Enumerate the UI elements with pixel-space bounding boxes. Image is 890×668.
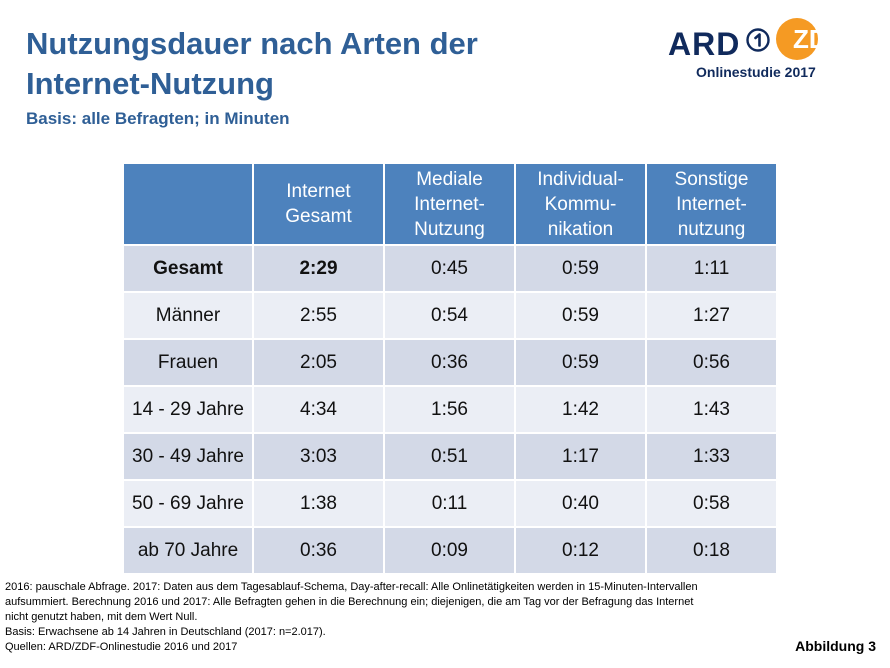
table-cell: 2:55 — [252, 291, 385, 340]
table-cell: 0:56 — [645, 338, 778, 387]
table-cell: 1:11 — [645, 244, 778, 293]
table-row: 50 - 69 Jahre 1:38 0:11 0:40 0:58 — [122, 479, 778, 528]
header-internet-gesamt: Internet Gesamt — [252, 162, 385, 246]
table-cell: 0:36 — [252, 526, 385, 575]
table-cell: 0:36 — [383, 338, 516, 387]
table-cell: 1:38 — [252, 479, 385, 528]
header-line: nikation — [547, 218, 614, 240]
table-cell: 0:51 — [383, 432, 516, 481]
ard-zdf-logo: ARD ZDF Onlinestudie 2017 — [664, 16, 864, 86]
table-cell: 1:33 — [645, 432, 778, 481]
page-subtitle: Basis: alle Befragten; in Minuten — [26, 109, 290, 128]
footnote-line: aufsummiert. Berechnung 2016 und 2017: A… — [5, 596, 694, 608]
header-individualkommunikation: Individual- Kommu- nikation — [514, 162, 647, 246]
row-label: Frauen — [122, 338, 254, 387]
footnote: 2016: pauschale Abfrage. 2017: Daten aus… — [5, 580, 795, 655]
header-line: Internet- — [676, 193, 747, 215]
table-row: ab 70 Jahre 0:36 0:09 0:12 0:18 — [122, 526, 778, 575]
footnote-line: nicht genutzt haben, mit dem Wert Null. — [5, 611, 198, 623]
header-mediale-nutzung: Mediale Internet- Nutzung — [383, 162, 516, 246]
ard-logo-text: ARD — [668, 26, 741, 62]
table-cell: 3:03 — [252, 432, 385, 481]
header-line: Individual- — [537, 168, 624, 190]
table-cell: 0:18 — [645, 526, 778, 575]
zdf-logo-text: ZDF — [793, 24, 844, 54]
footnote-line: Basis: Erwachsene ab 14 Jahren in Deutsc… — [5, 626, 326, 638]
table-cell: 1:27 — [645, 291, 778, 340]
table-row: 30 - 49 Jahre 3:03 0:51 1:17 1:33 — [122, 432, 778, 481]
table-cell: 2:29 — [252, 244, 385, 293]
title-line-2: Internet-Nutzung — [26, 66, 274, 101]
header-line: Sonstige — [674, 168, 749, 190]
table-cell: 0:59 — [514, 338, 647, 387]
row-label: ab 70 Jahre — [122, 526, 254, 575]
title-line-1: Nutzungsdauer nach Arten der — [26, 26, 478, 61]
footnote-line: 2016: pauschale Abfrage. 2017: Daten aus… — [5, 581, 698, 593]
figure-label: Abbildung 3 — [795, 638, 876, 654]
table-cell: 1:43 — [645, 385, 778, 434]
header-line: nutzung — [677, 218, 746, 240]
table-cell: 0:54 — [383, 291, 516, 340]
row-label: 14 - 29 Jahre — [122, 385, 254, 434]
table-cell: 4:34 — [252, 385, 385, 434]
table-row: Gesamt 2:29 0:45 0:59 1:11 — [122, 244, 778, 293]
header-line: Kommu- — [544, 193, 617, 215]
table-row: 14 - 29 Jahre 4:34 1:56 1:42 1:43 — [122, 385, 778, 434]
header-line: Nutzung — [414, 218, 485, 240]
header-line: Internet- — [414, 193, 485, 215]
header-sonstige-nutzung: Sonstige Internet- nutzung — [645, 162, 778, 246]
table-cell: 1:56 — [383, 385, 516, 434]
zdf-logo-icon: ZDF — [776, 18, 844, 60]
table-cell: 0:12 — [514, 526, 647, 575]
usage-table: Internet Gesamt Mediale Internet- Nutzun… — [122, 162, 778, 575]
table-header-row: Internet Gesamt Mediale Internet- Nutzun… — [122, 162, 778, 246]
row-label: Gesamt — [122, 244, 254, 293]
header-line: Internet — [286, 181, 351, 202]
table-cell: 0:40 — [514, 479, 647, 528]
table-cell: 0:58 — [645, 479, 778, 528]
table-cell: 0:59 — [514, 291, 647, 340]
table-cell: 2:05 — [252, 338, 385, 387]
row-label: Männer — [122, 291, 254, 340]
table-cell: 0:09 — [383, 526, 516, 575]
page-title: Nutzungsdauer nach Arten der Internet-Nu… — [26, 24, 478, 104]
row-label: 30 - 49 Jahre — [122, 432, 254, 481]
table-cell: 1:42 — [514, 385, 647, 434]
table-cell: 1:17 — [514, 432, 647, 481]
table-cell: 0:11 — [383, 479, 516, 528]
table-row: Frauen 2:05 0:36 0:59 0:56 — [122, 338, 778, 387]
row-label: 50 - 69 Jahre — [122, 479, 254, 528]
ard-one-icon — [746, 28, 770, 52]
header-corner — [122, 162, 254, 246]
table-cell: 0:45 — [383, 244, 516, 293]
table-row: Männer 2:55 0:54 0:59 1:27 — [122, 291, 778, 340]
header-line: Mediale — [416, 168, 483, 190]
table-cell: 0:59 — [514, 244, 647, 293]
footnote-line: Quellen: ARD/ZDF-Onlinestudie 2016 und 2… — [5, 641, 238, 653]
header-line: Gesamt — [285, 206, 352, 227]
study-caption: Onlinestudie 2017 — [696, 64, 816, 80]
